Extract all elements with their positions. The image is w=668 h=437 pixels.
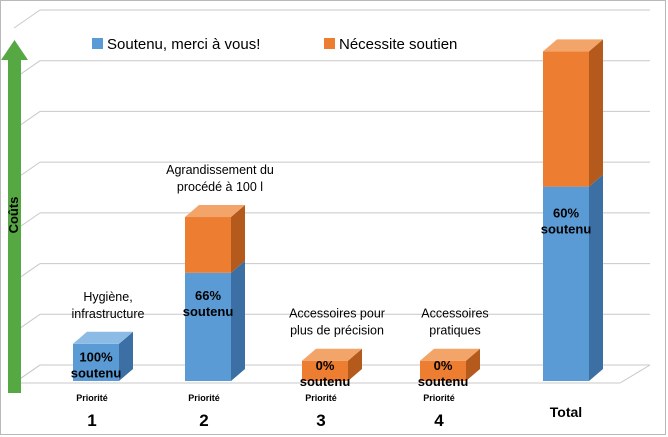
bar-top-p4 [420,348,480,361]
x-tick-label: 3 [316,411,325,430]
data-label-percent: 60% [553,206,579,221]
category-annotation: Hygiène, [83,290,132,304]
x-tick-prefix: Priorité [76,393,108,403]
data-label-text: soutenu [418,374,469,389]
category-annotation: procédé à 100 l [177,180,263,194]
data-label-percent: 66% [195,288,221,303]
bar-segment-p4 [420,360,466,381]
data-label-percent: 0% [316,358,335,373]
category-annotation: plus de précision [290,324,384,338]
bar-top-p3 [302,348,362,361]
category-annotation: infrastructure [72,307,145,321]
legend-label: Soutenu, merci à vous! [107,36,260,53]
data-label-percent: 0% [434,358,453,373]
bar-side-p2 [231,205,245,273]
bar-segment-p1 [73,343,119,381]
bar-side-p3 [348,348,362,381]
x-tick-label: 2 [199,411,208,430]
bar-segment-total [543,186,589,381]
bar-side-total [589,39,603,187]
bar-top-p2 [185,205,245,218]
bar-side-p1 [119,331,133,381]
x-tick-label: Total [550,404,582,420]
bar-segment-total [543,51,589,187]
bar-top-total [543,39,603,52]
data-label-percent: 100% [79,349,113,364]
category-annotation: Accessoires [421,307,488,321]
floor-edge-right [619,364,651,384]
x-tick-prefix: Priorité [423,393,455,403]
category-annotation: Accessoires pour [289,307,385,321]
bar-side-p4 [466,348,480,381]
x-tick-prefix: Priorité [188,393,220,403]
data-label-text: soutenu [300,374,351,389]
bar-segment-p2 [185,217,231,273]
x-tick-label: 4 [434,411,444,430]
data-label-text: soutenu [541,222,592,237]
bar-segment-p3 [302,360,348,381]
category-annotation: pratiques [429,324,480,338]
x-tick-label: 1 [87,411,96,430]
bar-side-p2 [231,260,245,381]
legend-label: Nécessite soutien [339,36,457,53]
gridline-side [13,9,41,29]
bar-side-total [589,174,603,381]
bar-segment-p2 [185,272,231,381]
legend-swatch [324,38,335,49]
cost-arrow-head [1,40,28,60]
legend-swatch [92,38,103,49]
cost-arrow-shaft [8,55,21,393]
y-axis-label: Coûts [6,197,21,234]
category-annotation: Agrandissement du [166,163,274,177]
data-label-text: soutenu [71,365,122,380]
data-label-text: soutenu [183,304,234,319]
x-tick-prefix: Priorité [305,393,337,403]
bar-top-p1 [73,331,133,344]
